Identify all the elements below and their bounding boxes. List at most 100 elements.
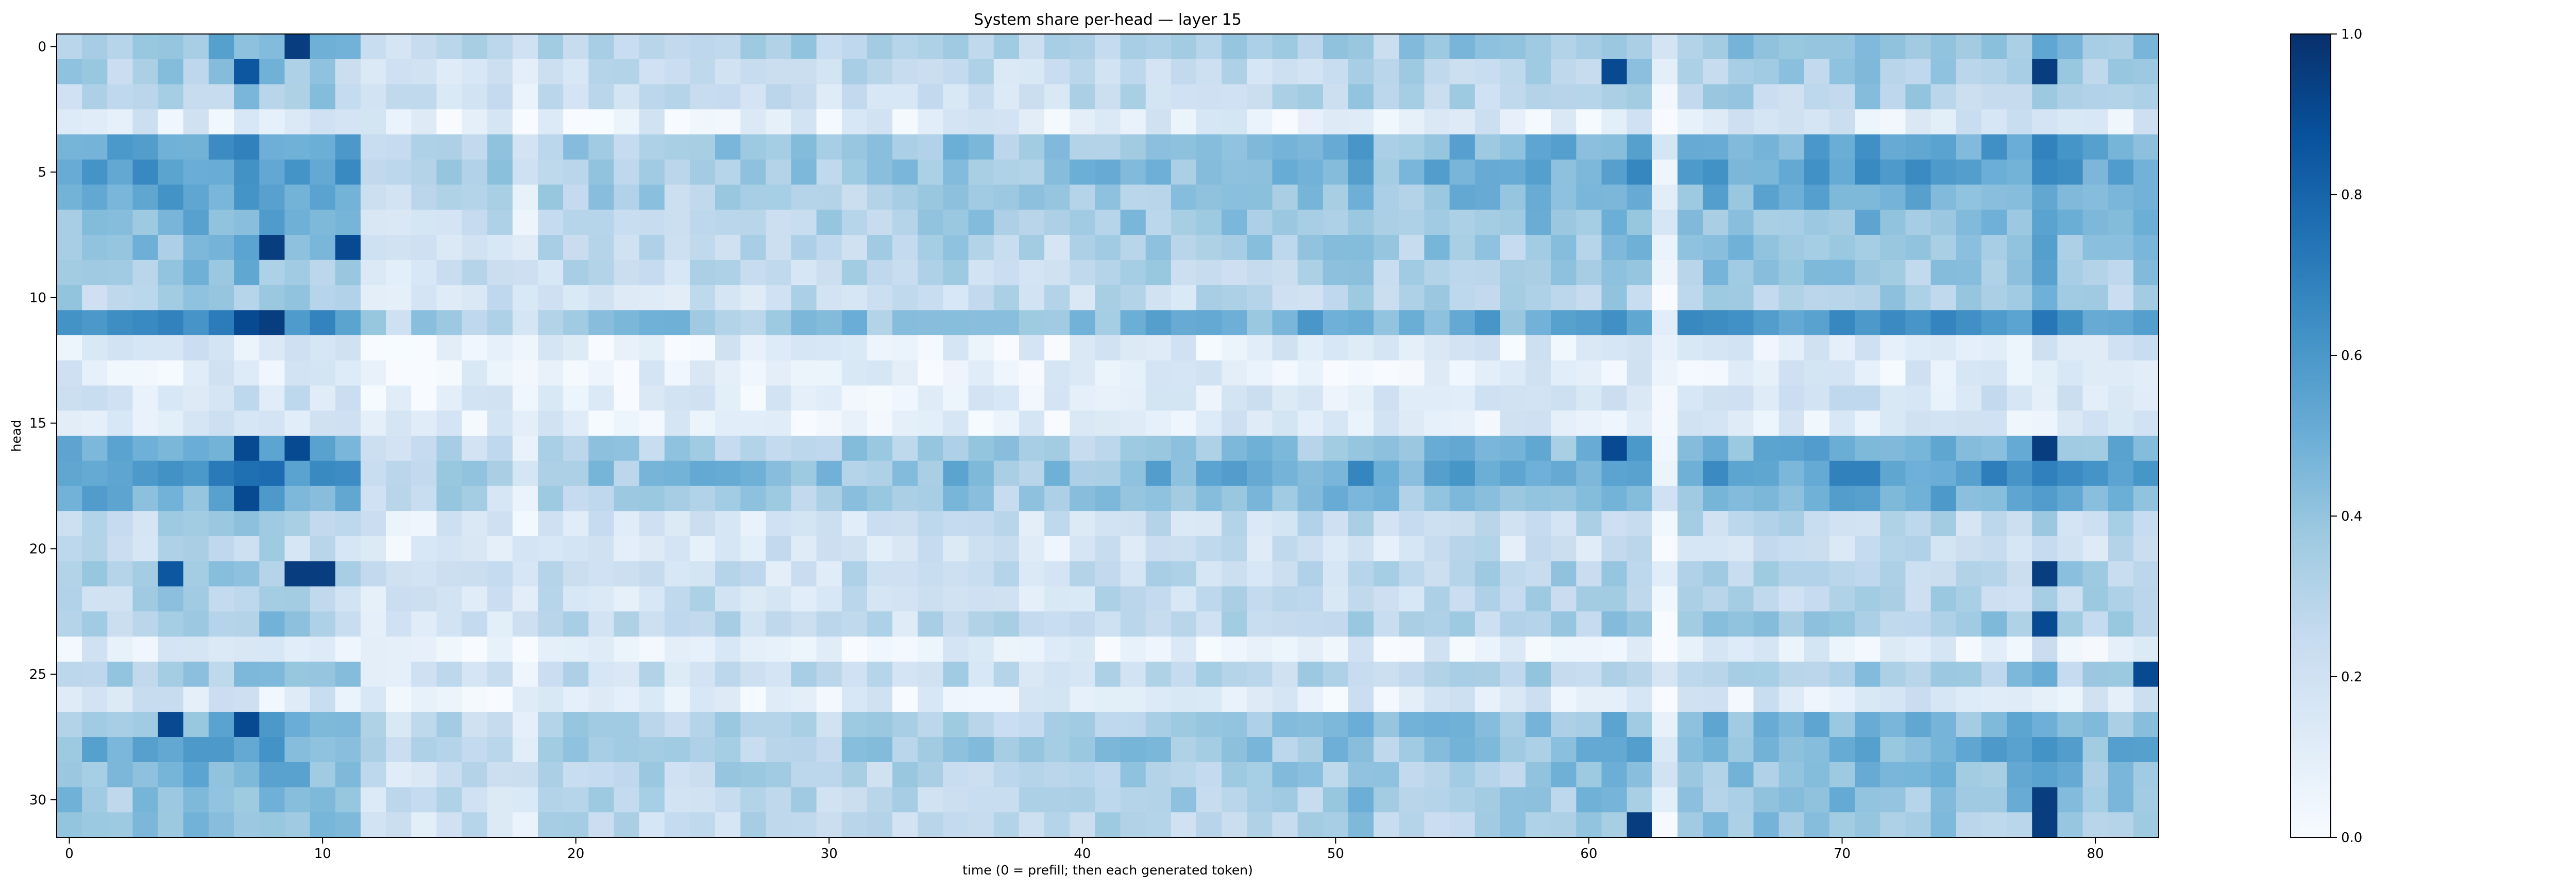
heatmap-cell bbox=[1449, 84, 1476, 110]
heatmap-cell bbox=[1323, 385, 1349, 411]
heatmap-cell bbox=[1652, 285, 1678, 311]
heatmap-cell bbox=[208, 586, 234, 612]
heatmap-cell bbox=[1044, 586, 1070, 612]
heatmap-cell bbox=[1930, 59, 1957, 85]
heatmap-cell bbox=[57, 84, 82, 110]
heatmap-cell bbox=[1449, 310, 1476, 336]
heatmap-cell bbox=[360, 486, 386, 511]
heatmap-cell bbox=[892, 586, 918, 612]
heatmap-cell bbox=[918, 34, 944, 60]
heatmap-cell bbox=[1247, 762, 1273, 788]
heatmap-cell bbox=[1399, 335, 1425, 361]
heatmap-cell bbox=[1626, 511, 1653, 537]
heatmap-cell bbox=[1804, 159, 1830, 185]
heatmap-cell bbox=[1145, 34, 1172, 60]
heatmap-cell bbox=[1551, 611, 1577, 637]
heatmap-cell bbox=[462, 762, 488, 788]
heatmap-cell bbox=[1145, 385, 1172, 411]
heatmap-cell bbox=[57, 661, 82, 688]
heatmap-cell bbox=[1652, 34, 1678, 60]
heatmap-cell bbox=[1677, 310, 1703, 336]
heatmap-cell bbox=[487, 762, 513, 788]
heatmap-cell bbox=[2108, 385, 2134, 411]
heatmap-cell bbox=[943, 84, 969, 110]
heatmap-cell bbox=[2057, 661, 2083, 688]
heatmap-cell bbox=[1905, 260, 1931, 286]
heatmap-cell bbox=[841, 586, 868, 612]
heatmap-cell bbox=[284, 84, 311, 110]
heatmap-cell bbox=[1601, 661, 1628, 688]
heatmap-cell bbox=[310, 360, 336, 386]
heatmap-cell bbox=[1601, 712, 1628, 737]
heatmap-cell bbox=[867, 762, 893, 788]
heatmap-cell bbox=[1703, 335, 1728, 361]
heatmap-cell bbox=[791, 511, 817, 537]
heatmap-cell bbox=[1677, 184, 1703, 210]
heatmap-cell bbox=[715, 235, 741, 261]
heatmap-cell bbox=[1526, 285, 1551, 311]
heatmap-cell bbox=[1652, 59, 1678, 85]
heatmap-cell bbox=[1677, 335, 1703, 361]
heatmap-cell bbox=[284, 536, 311, 562]
heatmap-cell bbox=[2057, 812, 2083, 838]
heatmap-cell bbox=[918, 712, 944, 737]
heatmap-cell bbox=[1652, 134, 1678, 160]
heatmap-cell bbox=[284, 812, 311, 838]
heatmap-cell bbox=[537, 159, 564, 185]
heatmap-cell bbox=[1576, 109, 1602, 135]
heatmap-cell bbox=[1070, 335, 1096, 361]
heatmap-cell bbox=[234, 84, 260, 110]
heatmap-cell bbox=[1145, 260, 1172, 286]
heatmap-cell bbox=[2082, 184, 2109, 210]
heatmap-cell bbox=[1905, 184, 1931, 210]
heatmap-cell bbox=[310, 134, 336, 160]
heatmap-cell bbox=[563, 812, 589, 838]
heatmap-cell bbox=[1323, 486, 1349, 511]
heatmap-cell bbox=[1728, 360, 1754, 386]
heatmap-cell bbox=[1829, 812, 1855, 838]
heatmap-cell bbox=[82, 637, 108, 662]
heatmap-cell bbox=[436, 712, 463, 737]
heatmap-cell bbox=[1576, 84, 1602, 110]
heatmap-cell bbox=[208, 235, 234, 261]
heatmap-cell bbox=[1171, 812, 1197, 838]
heatmap-cell bbox=[1120, 385, 1146, 411]
heatmap-cell bbox=[1956, 109, 1982, 135]
heatmap-cell bbox=[1753, 536, 1780, 562]
heatmap-cell bbox=[1019, 637, 1045, 662]
heatmap-cell bbox=[1526, 737, 1551, 763]
heatmap-cell bbox=[107, 235, 133, 261]
heatmap-cell bbox=[512, 762, 538, 788]
heatmap-cell bbox=[1855, 410, 1880, 436]
heatmap-cell bbox=[639, 637, 665, 662]
heatmap-cell bbox=[1551, 661, 1577, 688]
heatmap-cell bbox=[1703, 611, 1728, 637]
heatmap-cell bbox=[1399, 511, 1425, 537]
heatmap-cell bbox=[993, 285, 1020, 311]
heatmap-cell bbox=[310, 812, 336, 838]
heatmap-cell bbox=[1551, 184, 1577, 210]
heatmap-cell bbox=[335, 410, 361, 436]
heatmap-cell bbox=[1753, 59, 1780, 85]
heatmap-cell bbox=[841, 637, 868, 662]
heatmap-cell bbox=[1044, 661, 1070, 688]
heatmap-cell bbox=[1449, 109, 1476, 135]
heatmap-cell bbox=[132, 486, 159, 511]
heatmap-cell bbox=[639, 159, 665, 185]
heatmap-cell bbox=[1348, 787, 1374, 813]
y-tick-label: 10 bbox=[29, 290, 46, 306]
heatmap-cell bbox=[993, 235, 1020, 261]
heatmap-cell bbox=[1323, 687, 1349, 712]
x-tick-label: 80 bbox=[2087, 846, 2104, 862]
heatmap-cell bbox=[1930, 210, 1957, 235]
heatmap-cell bbox=[1981, 84, 2007, 110]
heatmap-cell bbox=[639, 762, 665, 788]
heatmap-cell bbox=[2007, 486, 2032, 511]
heatmap-cell bbox=[816, 385, 842, 411]
heatmap-cell bbox=[588, 812, 615, 838]
heatmap-cell bbox=[1475, 59, 1501, 85]
heatmap-cell bbox=[1272, 184, 1298, 210]
heatmap-cell bbox=[1196, 159, 1222, 185]
heatmap-cell bbox=[1804, 737, 1830, 763]
